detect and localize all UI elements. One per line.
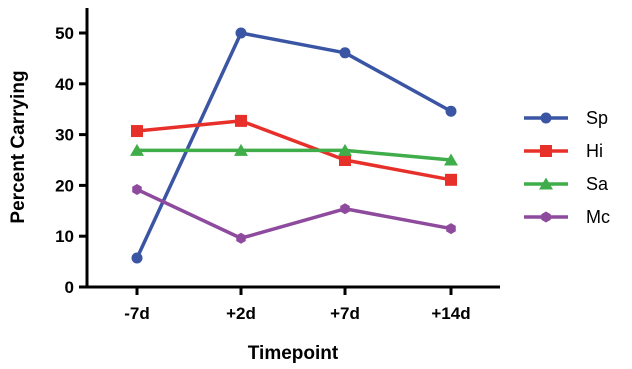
data-point-mc [132,183,142,195]
series-mc [132,183,456,244]
y-axis-title: Percent Carrying [8,70,29,223]
data-point-hi [445,173,457,186]
data-point-hi [131,125,143,138]
data-point-sp [339,47,351,59]
data-point-sa [234,143,248,156]
x-tick-label: +7d [330,304,360,323]
series-sa [130,143,458,166]
y-tick-label: 30 [55,126,74,145]
data-point-sa [130,143,144,156]
legend-label: Hi [586,141,603,161]
x-axis-title: Timepoint [248,343,339,364]
series-layer [130,27,458,264]
data-point-sp [131,252,143,264]
legend: Sp Hi Sa Mc [524,108,610,227]
x-tick-label: +14d [431,304,470,323]
data-point-sa [338,143,352,156]
legend-marker [540,145,552,157]
legend-entry-sp: Sp [524,108,608,128]
legend-marker [540,112,552,124]
x-tick-label: -7d [124,304,150,323]
x-tick-label: +2d [226,304,256,323]
y-axis: 0 10 20 30 40 50 [55,8,89,297]
y-tick-label: 20 [55,176,74,195]
data-point-mc [236,232,246,244]
series-hi [131,114,457,186]
series-line-hi [136,119,452,182]
data-point-sa [444,153,458,166]
data-point-sp [445,105,457,117]
y-tick-label: 50 [55,24,74,43]
legend-marker [541,211,551,223]
series-line-sp [135,31,452,259]
series-line-mc [136,187,452,240]
y-tick-label: 0 [65,278,74,297]
series-sp [131,27,457,264]
legend-label: Sp [586,108,608,128]
y-tick-label: 40 [55,75,74,94]
legend-entry-sa: Sa [524,174,609,194]
legend-entry-hi: Hi [524,141,603,161]
legend-entry-mc: Mc [524,207,610,227]
data-point-hi [339,154,351,166]
x-axis: -7d +2d +7d +14d [85,285,500,323]
data-point-mc [446,223,456,235]
data-point-hi [235,114,247,127]
data-point-sp [235,27,247,39]
legend-label: Sa [586,174,609,194]
legend-marker [539,177,553,190]
data-point-mc [340,203,350,215]
y-tick-label: 10 [55,227,74,246]
series-line-sa [137,148,452,162]
legend-label: Mc [586,207,610,227]
